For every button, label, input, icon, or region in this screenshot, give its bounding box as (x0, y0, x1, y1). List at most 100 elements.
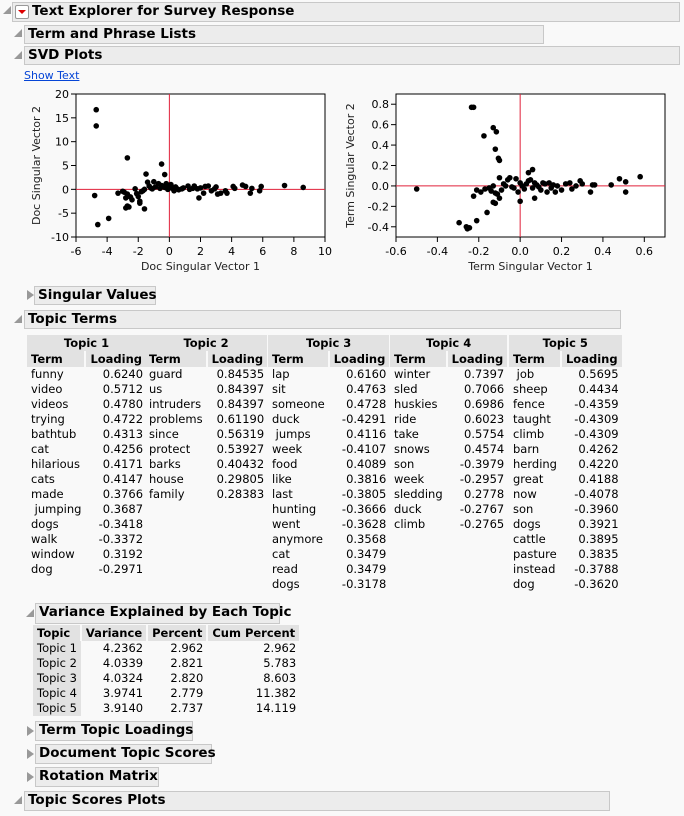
x-tick-label: 10 (318, 245, 332, 258)
loading: 0.2778 (464, 487, 505, 501)
disclosure-icon[interactable] (14, 51, 22, 59)
table-row: take 0.5754 (390, 427, 508, 442)
term-topic-loadings-header[interactable]: Term Topic Loadings (35, 721, 193, 741)
show-text-link[interactable]: Show Text (24, 69, 80, 82)
col-header: Term (145, 351, 208, 367)
term: job (513, 367, 535, 381)
table-row: job 0.5695 (509, 367, 623, 382)
x-tick-label: 0 (166, 245, 173, 258)
disclosure-icon[interactable] (14, 29, 22, 37)
disclosure-icon[interactable] (14, 796, 22, 804)
loading: 0.4780 (102, 397, 144, 411)
data-point (126, 204, 132, 210)
y-tick-label: 0.4 (372, 139, 390, 152)
term: sledding (394, 487, 443, 501)
section-title: Topic Terms (28, 311, 118, 327)
col-header: Term (390, 351, 448, 367)
term: barn (513, 442, 540, 456)
data-point (478, 189, 484, 195)
disclosure-icon[interactable] (27, 772, 34, 782)
term: great (513, 472, 544, 486)
table-row: trying 0.4722 (27, 412, 147, 427)
term: instead (513, 562, 556, 576)
singular-values-header[interactable]: Singular Values (34, 286, 157, 305)
term: last (272, 487, 293, 501)
topic-label: Topic 4 (33, 686, 81, 701)
data-point (622, 189, 629, 195)
x-tick-label: -0.2 (468, 245, 489, 258)
document-topic-scores-header[interactable]: Document Topic Scores (35, 744, 216, 764)
loading: -0.2765 (459, 517, 505, 531)
data-point (138, 188, 145, 195)
table-row: snows 0.4574 (390, 442, 508, 457)
term: snows (394, 442, 430, 456)
variance: 3.9741 (102, 686, 144, 700)
variance-table: Topic Variance Percent Cum Percent Topic… (33, 625, 302, 716)
term: intruders (149, 397, 202, 411)
table-row: huskies 0.6986 (390, 397, 508, 412)
term: protect (149, 442, 191, 456)
term: someone (272, 397, 325, 411)
term: dogs (272, 577, 300, 591)
col-header: Loading (446, 351, 510, 367)
svd-plots-header[interactable]: SVD Plots (24, 46, 680, 65)
topic-title: Topic 3 (268, 335, 392, 351)
term: climb (394, 517, 426, 531)
section-title: Document Topic Scores (39, 745, 216, 761)
term: hunting (272, 502, 317, 516)
table-row: ride 0.6023 (390, 412, 508, 427)
data-point (217, 190, 224, 196)
data-point (552, 189, 559, 195)
data-point (488, 188, 494, 194)
data-point (608, 182, 614, 188)
table-row: guard 0.84535 (145, 367, 268, 382)
x-axis-label: Doc Singular Vector 1 (141, 260, 260, 273)
loading: 0.3895 (578, 532, 619, 546)
col-header: Variance (80, 625, 149, 641)
disclosure-icon[interactable] (26, 609, 34, 617)
loading: 0.6986 (464, 397, 505, 411)
data-point (502, 183, 509, 189)
loading: -0.3960 (574, 502, 619, 516)
loading: 0.53927 (216, 442, 265, 456)
table-row: barn 0.4262 (509, 442, 623, 457)
report-title-bar[interactable]: Text Explorer for Survey Response (12, 2, 680, 22)
table-row: window 0.3192 (27, 547, 147, 562)
term: dogs (31, 517, 59, 531)
variance-explained-header[interactable]: Variance Explained by Each Topic (35, 603, 292, 624)
loading: -0.3979 (459, 457, 505, 471)
data-point (515, 189, 521, 195)
data-point (529, 185, 536, 191)
data-point (542, 181, 548, 187)
disclosure-icon[interactable] (27, 726, 34, 736)
data-point (211, 186, 218, 192)
red-triangle-menu-icon[interactable] (15, 5, 29, 19)
loading: 0.6240 (102, 367, 144, 381)
rotation-matrix-header[interactable]: Rotation Matrix (35, 767, 159, 787)
x-tick-label: -6 (71, 245, 82, 258)
y-tick-label: -0.4 (368, 221, 389, 234)
disclosure-icon[interactable] (14, 315, 22, 323)
topic-scores-plots-header[interactable]: Topic Scores Plots (24, 791, 610, 811)
term: guard (149, 367, 183, 381)
topic-table: Topic 2 Term Loading guard 0.84535 us 0.84397… (145, 335, 270, 502)
data-point (493, 128, 500, 135)
table-row: Topic 3 4.0324 2.820 8.603 (33, 671, 300, 686)
x-tick-label: 2 (197, 245, 204, 258)
disclosure-icon[interactable] (3, 6, 11, 14)
table-row: videos 0.4780 (27, 397, 147, 412)
doc-svd-scatter-plot: -6 -4 -2 0 2 4 6 8 10 -10 -5 0 5 10 15 20 Doc Singular V… (30, 88, 332, 273)
table-row: like 0.3816 (268, 472, 390, 487)
disclosure-icon[interactable] (27, 290, 34, 300)
y-tick-label: 0.0 (372, 180, 390, 193)
term-phrase-lists-header[interactable]: Term and Phrase Lists (24, 25, 544, 44)
data-point (492, 146, 499, 152)
data-point (544, 189, 550, 195)
data-point (137, 198, 143, 205)
y-tick-label: 0.2 (372, 160, 390, 173)
topic-terms-header[interactable]: Topic Terms (24, 310, 621, 329)
x-tick-label: 0.6 (636, 245, 654, 258)
table-row: us 0.84397 (145, 382, 268, 397)
disclosure-icon[interactable] (27, 749, 34, 759)
col-header: Loading (206, 351, 270, 367)
